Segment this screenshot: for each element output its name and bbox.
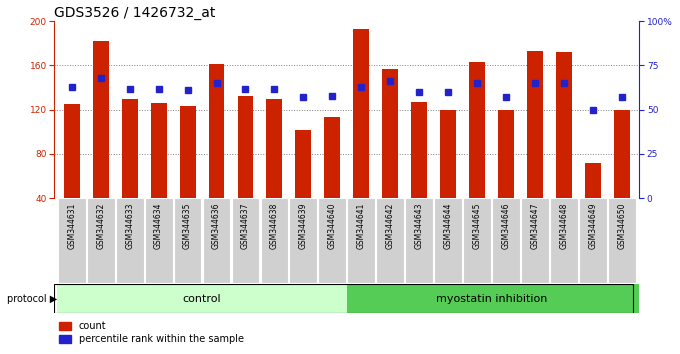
Text: myostatin inhibition: myostatin inhibition: [436, 294, 547, 304]
Text: GSM344639: GSM344639: [299, 202, 308, 249]
Text: GSM344646: GSM344646: [502, 202, 511, 249]
Bar: [498, 110, 514, 198]
FancyBboxPatch shape: [521, 198, 549, 283]
Text: GSM344638: GSM344638: [270, 202, 279, 249]
FancyBboxPatch shape: [260, 198, 288, 283]
FancyBboxPatch shape: [318, 198, 346, 283]
Text: GSM344641: GSM344641: [357, 202, 366, 249]
Text: GSM344644: GSM344644: [443, 202, 453, 249]
Text: protocol ▶: protocol ▶: [7, 294, 57, 304]
Bar: [354, 29, 369, 198]
Bar: [440, 110, 456, 198]
FancyBboxPatch shape: [145, 198, 173, 283]
Text: GSM344634: GSM344634: [154, 202, 163, 249]
FancyBboxPatch shape: [87, 198, 115, 283]
Bar: [469, 62, 485, 198]
FancyBboxPatch shape: [347, 198, 375, 283]
Text: GSM344648: GSM344648: [560, 202, 568, 249]
Text: GSM344636: GSM344636: [212, 202, 221, 249]
Bar: [92, 41, 109, 198]
Bar: [527, 51, 543, 198]
FancyBboxPatch shape: [57, 284, 347, 313]
Text: GSM344650: GSM344650: [617, 202, 626, 249]
Text: GSM344637: GSM344637: [241, 202, 250, 249]
Bar: [585, 163, 601, 198]
FancyBboxPatch shape: [492, 198, 520, 283]
Bar: [324, 118, 340, 198]
Bar: [382, 69, 398, 198]
Bar: [411, 102, 427, 198]
Bar: [267, 99, 282, 198]
Bar: [122, 99, 137, 198]
Legend: count, percentile rank within the sample: count, percentile rank within the sample: [59, 321, 243, 344]
Bar: [180, 107, 196, 198]
Text: control: control: [183, 294, 222, 304]
Text: GSM344632: GSM344632: [97, 202, 105, 249]
FancyBboxPatch shape: [550, 198, 578, 283]
Text: GSM344642: GSM344642: [386, 202, 394, 249]
Bar: [556, 52, 572, 198]
Text: GSM344645: GSM344645: [473, 202, 481, 249]
FancyBboxPatch shape: [376, 198, 404, 283]
Bar: [237, 97, 254, 198]
Bar: [151, 103, 167, 198]
FancyBboxPatch shape: [347, 284, 639, 313]
Text: GSM344631: GSM344631: [67, 202, 76, 249]
Text: GSM344633: GSM344633: [125, 202, 134, 249]
FancyBboxPatch shape: [58, 198, 86, 283]
FancyBboxPatch shape: [435, 198, 462, 283]
FancyBboxPatch shape: [116, 198, 143, 283]
Text: GSM344635: GSM344635: [183, 202, 192, 249]
FancyBboxPatch shape: [232, 198, 259, 283]
Bar: [209, 64, 224, 198]
Bar: [614, 110, 630, 198]
FancyBboxPatch shape: [203, 198, 231, 283]
FancyBboxPatch shape: [405, 198, 433, 283]
FancyBboxPatch shape: [173, 198, 201, 283]
FancyBboxPatch shape: [290, 198, 318, 283]
Bar: [295, 130, 311, 198]
Text: GDS3526 / 1426732_at: GDS3526 / 1426732_at: [54, 6, 216, 20]
Bar: [64, 104, 80, 198]
Text: GSM344640: GSM344640: [328, 202, 337, 249]
Text: GSM344647: GSM344647: [530, 202, 539, 249]
FancyBboxPatch shape: [608, 198, 636, 283]
Text: GSM344649: GSM344649: [588, 202, 597, 249]
FancyBboxPatch shape: [463, 198, 491, 283]
FancyBboxPatch shape: [579, 198, 607, 283]
Text: GSM344643: GSM344643: [415, 202, 424, 249]
